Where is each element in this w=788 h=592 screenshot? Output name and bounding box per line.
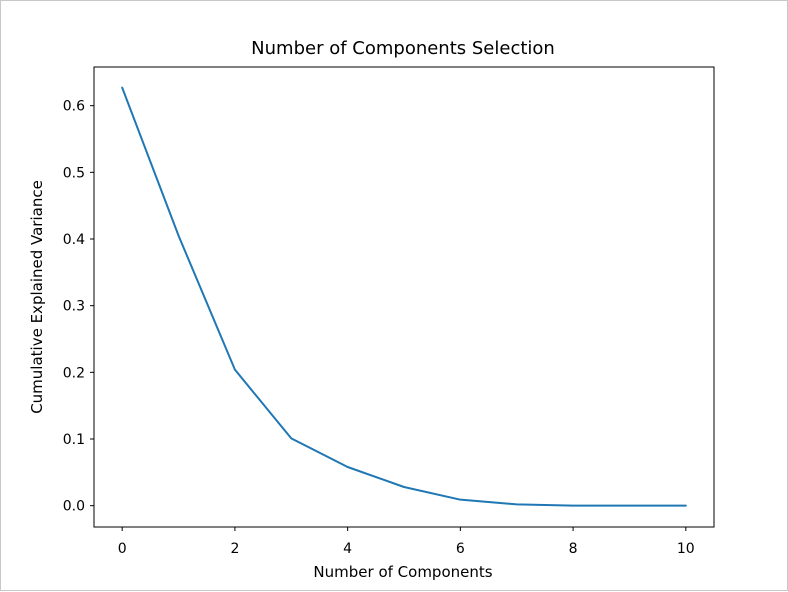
axes-frame: [94, 67, 714, 527]
chart-title: Number of Components Selection: [251, 38, 555, 59]
y-tick-label: 0.3: [63, 299, 85, 315]
x-tick-label: 0: [118, 541, 127, 557]
plot-area: [94, 67, 714, 527]
x-tick-label: 8: [569, 541, 578, 557]
y-tick-label: 0.2: [63, 365, 85, 381]
y-tick-label: 0.6: [63, 99, 85, 115]
x-tick-label: 4: [343, 541, 352, 557]
y-tick-label: 0.0: [63, 499, 85, 515]
series-layer: [122, 88, 686, 506]
y-tick-label: 0.4: [63, 232, 85, 248]
y-axis-label: Cumulative Explained Variance: [28, 180, 46, 414]
x-axis: 0 2 4 6 8 10: [118, 527, 695, 557]
y-axis: 0.0 0.1 0.2 0.3 0.4 0.5 0.6: [63, 99, 94, 515]
x-tick-label: 2: [230, 541, 239, 557]
y-tick-label: 0.5: [63, 165, 85, 181]
series-line: [122, 88, 686, 506]
y-tick-label: 0.1: [63, 432, 85, 448]
x-tick-label: 10: [677, 541, 695, 557]
x-tick-label: 6: [456, 541, 465, 557]
x-axis-label: Number of Components: [313, 563, 492, 581]
